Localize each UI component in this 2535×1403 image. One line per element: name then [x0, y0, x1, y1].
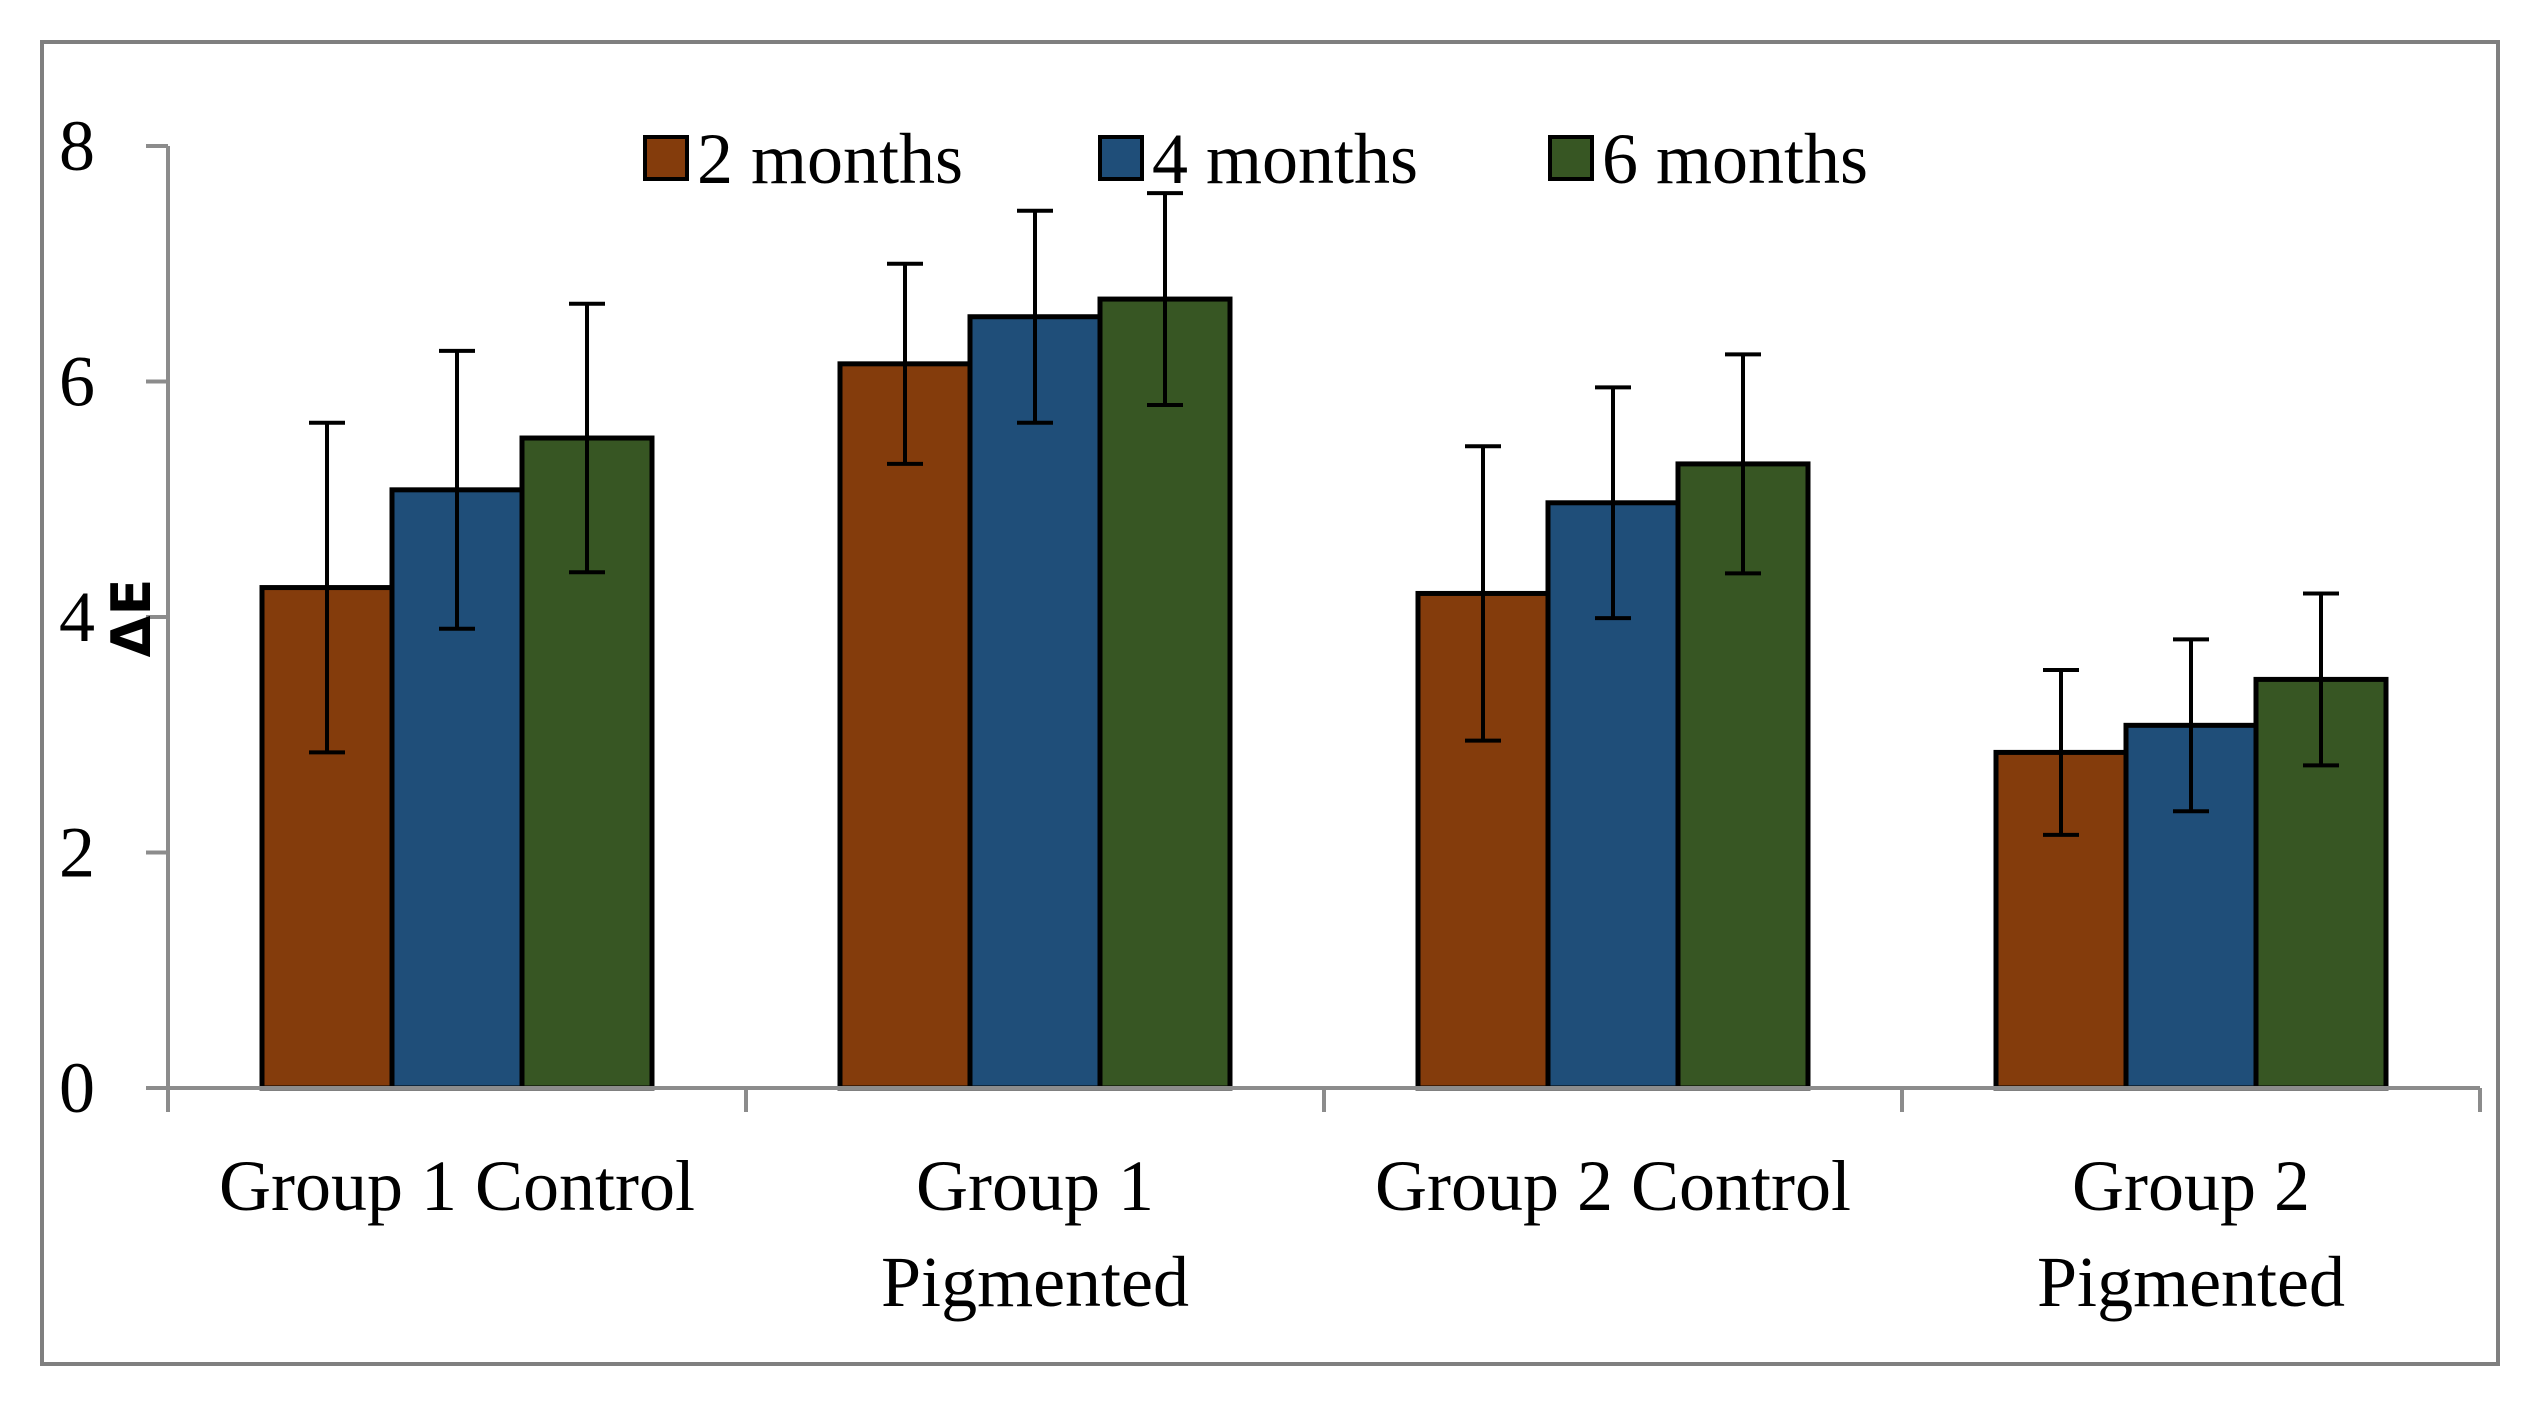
legend-label: 6 months: [1602, 119, 1868, 199]
category-label: Group 2 Control: [1375, 1146, 1851, 1226]
y-tick-label: 2: [59, 813, 95, 893]
y-tick-label: 8: [59, 106, 95, 186]
y-tick-label: 6: [59, 342, 95, 422]
category-label: Group 2: [2072, 1146, 2310, 1226]
legend-swatch: [1098, 135, 1144, 181]
legend-swatch: [643, 135, 689, 181]
category-label: Group 1: [916, 1146, 1154, 1226]
legend-swatch: [1548, 135, 1594, 181]
category-label: Group 1 Control: [219, 1146, 695, 1226]
legend-label: 4 months: [1152, 119, 1418, 199]
legend-label: 2 months: [697, 119, 963, 199]
bar: [837, 361, 973, 1091]
y-tick-label: 0: [59, 1048, 95, 1128]
category-label: Pigmented: [881, 1242, 1189, 1322]
category-label: Pigmented: [2037, 1242, 2345, 1322]
bar: [1097, 296, 1233, 1091]
bar: [967, 314, 1103, 1091]
y-tick-label: 4: [59, 577, 95, 657]
y-axis-label: ΔE: [100, 579, 163, 658]
